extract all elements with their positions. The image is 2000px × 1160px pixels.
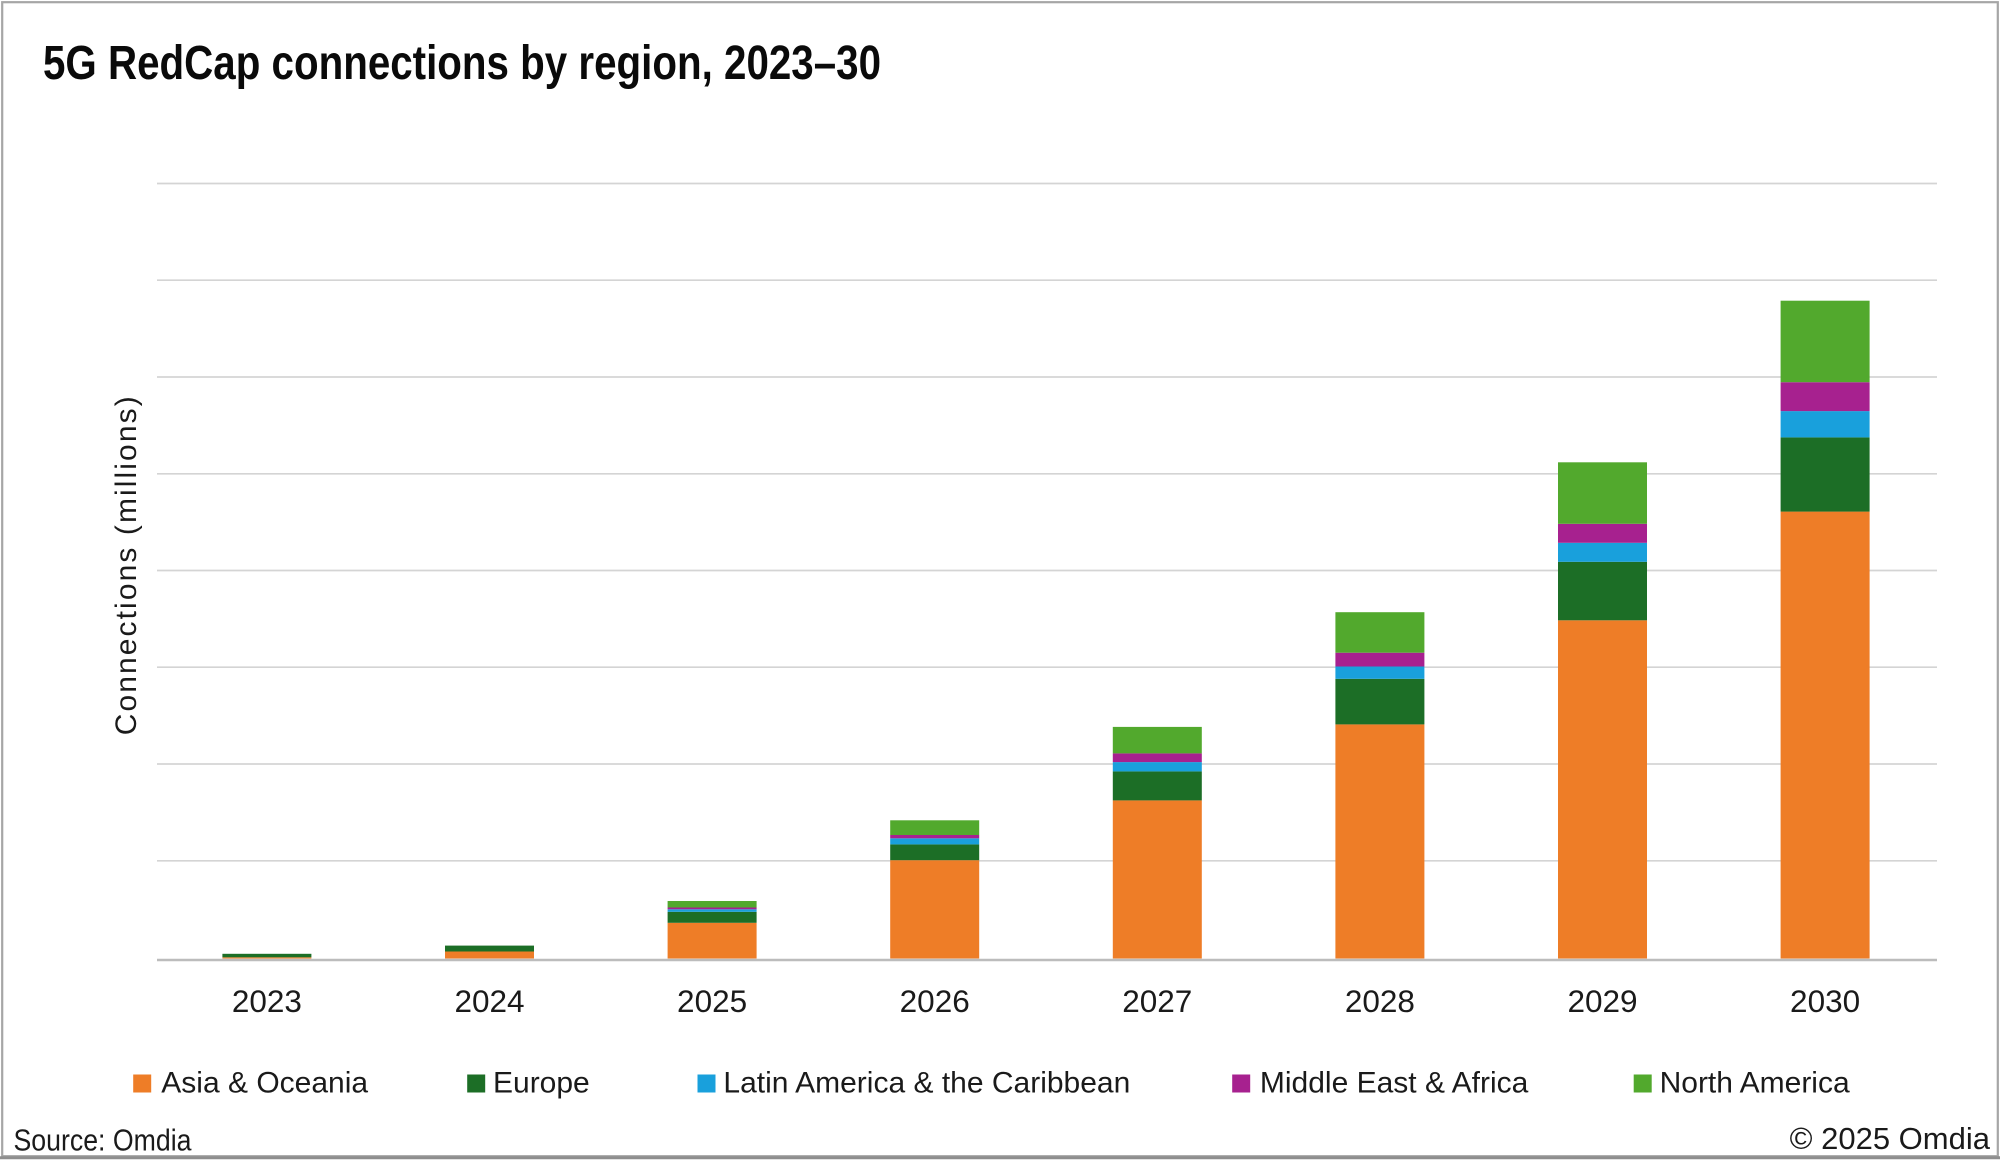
svg-text:2026: 2026 xyxy=(900,983,970,1019)
svg-text:2030: 2030 xyxy=(1790,983,1860,1019)
svg-text:Latin America & the Caribbean: Latin America & the Caribbean xyxy=(723,1067,1130,1100)
svg-text:2027: 2027 xyxy=(1122,983,1192,1019)
svg-text:Europe: Europe xyxy=(493,1067,590,1100)
svg-text:Asia & Oceania: Asia & Oceania xyxy=(161,1067,368,1100)
svg-text:2028: 2028 xyxy=(1345,983,1415,1019)
svg-text:2024: 2024 xyxy=(454,983,524,1019)
svg-text:North America: North America xyxy=(1660,1067,1850,1100)
svg-text:© 2025 Omdia: © 2025 Omdia xyxy=(1790,1121,1991,1156)
svg-text:Source: Omdia: Source: Omdia xyxy=(14,1123,193,1158)
svg-text:5G RedCap connections by regio: 5G RedCap connections by region, 2023–30 xyxy=(43,37,881,90)
svg-text:2023: 2023 xyxy=(232,983,302,1019)
svg-text:2029: 2029 xyxy=(1567,983,1637,1019)
svg-text:2025: 2025 xyxy=(677,983,747,1019)
svg-text:Connections (millions): Connections (millions) xyxy=(110,396,143,735)
svg-text:Middle East & Africa: Middle East & Africa xyxy=(1260,1067,1529,1100)
